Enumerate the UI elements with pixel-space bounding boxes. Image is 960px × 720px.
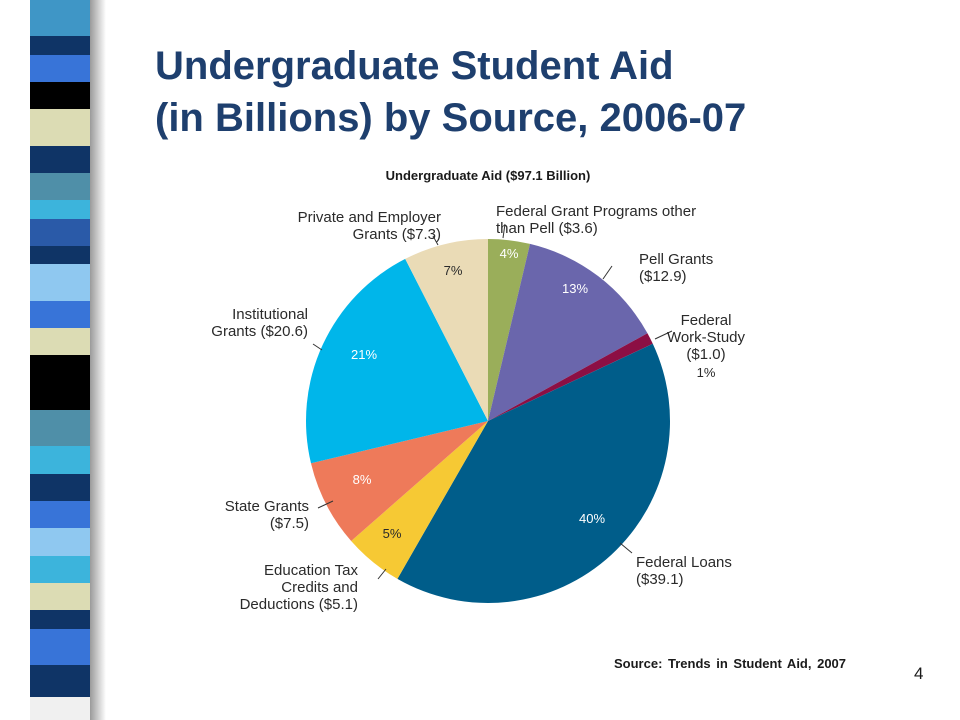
leader-line (432, 235, 439, 246)
stripe-block (30, 264, 90, 301)
pie-slice (351, 421, 488, 579)
stripe-block (30, 355, 90, 383)
pie-percent-labels: 4% 13% 1% 40% 5% 8% 21% 7% (351, 246, 716, 541)
stripe-block (30, 82, 90, 110)
pie-slice (397, 343, 671, 603)
slice-category-label: Federal Work-Study ($1.0) (667, 312, 746, 363)
stripe-block (30, 555, 90, 584)
pie-slice (310, 421, 488, 541)
leader-line (619, 542, 633, 554)
source-note: Source: Trends in Student Aid, 2007 (614, 656, 847, 671)
left-stripe-shadow (90, 0, 106, 720)
stripe-block (30, 446, 90, 474)
stripe-block (30, 583, 90, 611)
stripe-block (30, 409, 90, 447)
slice-percent-label: 5% (383, 526, 402, 541)
pie-slice (488, 333, 653, 421)
slice-category-label: State Grants ($7.5) (225, 498, 309, 532)
stripe-block (30, 36, 90, 55)
stripe-block (30, 218, 90, 246)
leader-line (317, 500, 334, 509)
pie-category-labels: Federal Grant Programs other than Pell ($… (211, 203, 745, 613)
slice-percent-label: 8% (353, 472, 372, 487)
slice-percent-label: 40% (579, 511, 605, 526)
stripe-block (30, 200, 90, 219)
page-number: 4 (914, 664, 924, 683)
slice-category-label: Federal Grant Programs other than Pell ($… (496, 203, 696, 237)
stripe-block (30, 0, 90, 37)
slice-category-label: Education Tax Credits and Deductions ($5.1… (240, 562, 359, 613)
leader-line (312, 343, 323, 351)
left-decorative-stripe (30, 0, 90, 720)
slice-category-label: Federal Loans ($39.1) (636, 554, 732, 588)
stripe-block (30, 665, 90, 697)
leader-line (377, 568, 387, 580)
slice-percent-label: 21% (351, 347, 377, 362)
stripe-block (30, 145, 90, 174)
slice-percent-label: 7% (444, 263, 463, 278)
stripe-block (30, 501, 90, 529)
slice-percent-label: 4% (500, 246, 519, 261)
slice-percent-label: 13% (562, 281, 588, 296)
slide-title: Undergraduate Student Aid (in Billions) … (155, 40, 935, 144)
leader-line (654, 330, 673, 340)
pie-leader-lines (312, 223, 673, 580)
stripe-block (30, 173, 90, 201)
leader-line (502, 223, 506, 239)
slice-percent-label: 1% (697, 365, 716, 380)
leader-line (602, 265, 613, 280)
stripe-block (30, 245, 90, 265)
stripe-block (30, 610, 90, 629)
stripe-block (30, 382, 90, 410)
chart-title: Undergraduate Aid ($97.1 Billion) (386, 168, 591, 183)
slide-title-line-1: Undergraduate Student Aid (155, 44, 674, 88)
stripe-block (30, 109, 90, 146)
pie-slice (488, 239, 531, 421)
slice-category-label: Private and Employer Grants ($7.3) (298, 209, 441, 243)
pie-slice (405, 239, 488, 421)
slide-title-line-2: (in Billions) by Source, 2006-07 (155, 96, 747, 140)
stripe-block (30, 300, 90, 328)
stripe-block (30, 628, 90, 666)
slice-category-label: Pell Grants ($12.9) (639, 251, 713, 285)
stripe-block (30, 473, 90, 502)
pie-slice (488, 243, 648, 421)
pie-slices (305, 239, 671, 603)
stripe-block (30, 54, 90, 82)
stripe-block (30, 327, 90, 356)
slice-category-label: Institutional Grants ($20.6) (211, 306, 308, 340)
stripe-block (30, 528, 90, 556)
pie-slice (305, 258, 488, 464)
stripe-block (30, 696, 90, 720)
